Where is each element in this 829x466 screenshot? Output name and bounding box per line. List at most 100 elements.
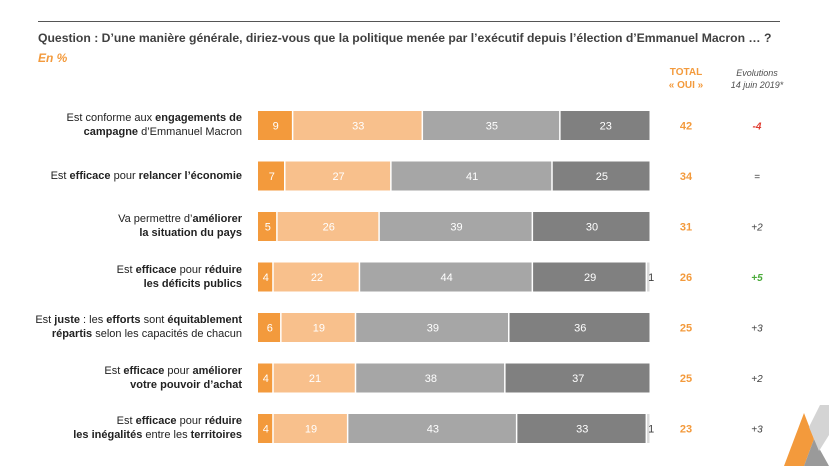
question-title: Question : D’une manière générale, dirie… <box>38 31 772 45</box>
total-oui-header: TOTAL « OUI » <box>662 66 710 92</box>
bar-segment <box>647 262 650 292</box>
row-label: Est efficace pour réduire les inégalités … <box>30 414 242 442</box>
row-label-part: équitablement <box>167 314 242 326</box>
bar-value-label: 23 <box>600 121 612 133</box>
logo-grey-shape <box>804 439 829 466</box>
bar-value-label: 33 <box>352 121 364 133</box>
bar-value-label: 7 <box>269 171 275 183</box>
bar-segment <box>517 414 646 443</box>
bar-segment <box>273 363 355 393</box>
evolution-value: -4 <box>753 122 762 133</box>
row-label-part: réduire <box>204 263 242 276</box>
bar-value-label: 9 <box>273 121 279 133</box>
bar-value-label: 4 <box>263 373 269 385</box>
total-oui-value: 26 <box>680 272 692 284</box>
total-header-line2: « OUI » <box>668 80 704 91</box>
row-label: Est efficace pour améliorer votre pouvoir… <box>30 364 242 392</box>
row-label-part: efficace <box>135 263 177 276</box>
bar-segment <box>360 262 532 292</box>
bar-segment <box>505 363 650 393</box>
row-label-part: pour <box>176 263 205 276</box>
bar-segment <box>258 414 273 443</box>
bar-segment <box>273 262 359 292</box>
bar-value-label: 37 <box>572 373 584 385</box>
row-label-part: Va permettre d’ <box>118 213 193 225</box>
bar-segment <box>391 161 552 191</box>
bar-value-label: 39 <box>450 222 462 234</box>
row-label-part: la situation du pays <box>139 227 242 239</box>
bar-segment <box>348 414 516 443</box>
bar-value-label: 41 <box>466 171 478 183</box>
bar-value-label: 25 <box>596 171 608 183</box>
bar-value-label: 44 <box>441 272 453 284</box>
row-label-part: efficace <box>123 364 165 377</box>
bar-segment <box>560 111 650 140</box>
row-label-part: Est <box>35 314 55 326</box>
row-label-part: les déficits publics <box>143 277 242 290</box>
bar-segment <box>258 161 285 191</box>
row-label-part: efficace <box>135 415 177 427</box>
row-label-part: sont <box>140 314 168 326</box>
bar-segment <box>258 363 273 393</box>
bar-segment <box>647 414 650 443</box>
row-label: Est efficace pour relancer l’économie <box>30 169 242 183</box>
logo-orange-shape <box>784 413 814 466</box>
row-label-part: territoires <box>190 429 242 441</box>
unit-label: En % <box>38 51 68 65</box>
row-label-part: engagements <box>155 112 227 124</box>
logo-light-shape <box>809 405 829 451</box>
bar-value-label: 5 <box>265 222 271 234</box>
bar-value-label: 27 <box>332 171 344 183</box>
row-label-part: Est <box>116 263 136 276</box>
bar-segment <box>379 212 532 241</box>
bar-segment <box>533 212 650 241</box>
total-oui-value: 31 <box>680 222 692 234</box>
bar-segment <box>258 313 281 342</box>
row-label-part: votre pouvoir d’achat <box>130 378 242 391</box>
bar-segment <box>277 212 379 241</box>
row-label-part: efficace <box>69 169 111 182</box>
total-oui-value: 25 <box>680 323 692 335</box>
bar-value-label: 39 <box>427 323 439 335</box>
bar-value-label: 1 <box>648 272 654 284</box>
bar-segment <box>533 262 646 292</box>
evolutions-header: Evolutions 14 juin 2019* <box>718 67 796 91</box>
total-oui-value: 42 <box>680 121 692 133</box>
row-label-part: réduire <box>204 415 242 427</box>
row-label-part: améliorer <box>192 213 242 225</box>
bar-segment <box>423 111 560 140</box>
row-label-part: améliorer <box>192 364 242 377</box>
row-label: Est efficace pour réduire les déficits pu… <box>30 263 242 291</box>
bar-segment <box>258 111 292 140</box>
bar-segment <box>258 262 273 292</box>
bar-value-label: 19 <box>313 323 325 335</box>
total-oui-value: 23 <box>680 424 692 436</box>
row-label-part: les inégalités <box>73 429 143 441</box>
bar-value-label: 33 <box>576 424 588 436</box>
bar-segment <box>273 414 347 443</box>
row-label-part: efforts <box>106 314 141 326</box>
bar-value-label: 4 <box>263 424 269 436</box>
row-label-part: pour <box>110 169 139 182</box>
bar-segment <box>552 161 650 191</box>
row-label: Est conforme aux engagements de campagne … <box>30 111 242 139</box>
evolution-value: +5 <box>751 273 763 284</box>
row-label-part: Est conforme aux <box>66 112 156 124</box>
bar-value-label: 36 <box>574 323 586 335</box>
bar-value-label: 26 <box>323 222 335 234</box>
row-label-part: pour <box>164 364 193 377</box>
bar-segment <box>285 161 391 191</box>
bar-segment <box>356 313 509 342</box>
row-label-part: selon les capacités de chacun <box>92 328 242 340</box>
brand-logo <box>784 405 829 466</box>
row-label-part: Est <box>116 415 136 427</box>
row-label-part: Est <box>50 169 70 182</box>
row-label-part: entre les <box>142 429 191 441</box>
row-label-part: : les <box>79 314 107 326</box>
evolution-value: +2 <box>751 223 763 234</box>
bar-value-label: 38 <box>425 373 437 385</box>
evol-header-line2: 14 juin 2019* <box>730 80 784 90</box>
top-rule <box>38 21 780 22</box>
row-label-part: campagne <box>83 126 139 138</box>
